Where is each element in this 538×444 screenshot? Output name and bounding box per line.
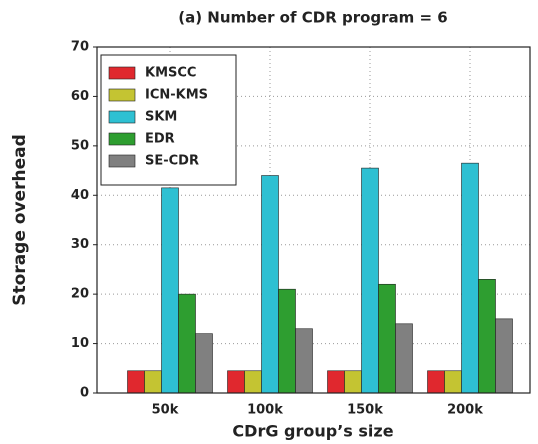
legend-swatch: [108, 132, 136, 146]
y-tick-label: 50: [71, 138, 89, 153]
bar: [361, 167, 379, 394]
legend-label: ICN-KMS: [145, 88, 208, 103]
y-axis-label: Storage overhead: [10, 134, 30, 305]
x-tick-label: 50k: [152, 403, 179, 418]
bar: [195, 333, 213, 394]
bar: [395, 323, 413, 394]
bar: [478, 279, 496, 394]
legend-swatch: [108, 66, 136, 80]
legend-swatch: [108, 154, 136, 168]
bar: [327, 370, 345, 394]
bar: [127, 370, 145, 394]
y-tick-label: 10: [71, 336, 89, 351]
y-tick-label: 20: [71, 287, 89, 302]
bar: [461, 162, 479, 394]
bar: [427, 370, 445, 394]
y-tick-label: 30: [71, 237, 89, 252]
x-tick-label: 200k: [447, 403, 483, 418]
plot-frame: [96, 46, 531, 394]
y-tick-label: 60: [71, 89, 89, 104]
bar: [261, 175, 279, 394]
y-tick-label: 0: [80, 386, 89, 401]
x-axis-label: CDrG group’s size: [232, 422, 393, 441]
bar: [495, 318, 513, 394]
x-tick-label: 150k: [347, 403, 383, 418]
x-tick-label: 100k: [247, 403, 283, 418]
bar: [344, 370, 362, 394]
chart-title: (a) Number of CDR program = 6: [178, 9, 448, 27]
bar: [444, 370, 462, 394]
bar: [378, 283, 396, 394]
legend-label: EDR: [145, 132, 175, 147]
y-tick-label: 70: [71, 40, 89, 55]
bar: [278, 288, 296, 394]
legend-swatch: [108, 88, 136, 102]
bar: [178, 293, 196, 394]
bar: [161, 187, 179, 394]
legend-label: SKM: [145, 110, 177, 125]
bar: [295, 328, 313, 394]
bar: [144, 370, 162, 394]
bar: [227, 370, 245, 394]
bar: [244, 370, 262, 394]
y-tick-label: 40: [71, 188, 89, 203]
legend-swatch: [108, 110, 136, 124]
legend-label: KMSCC: [145, 66, 196, 81]
legend-label: SE-CDR: [145, 154, 199, 169]
